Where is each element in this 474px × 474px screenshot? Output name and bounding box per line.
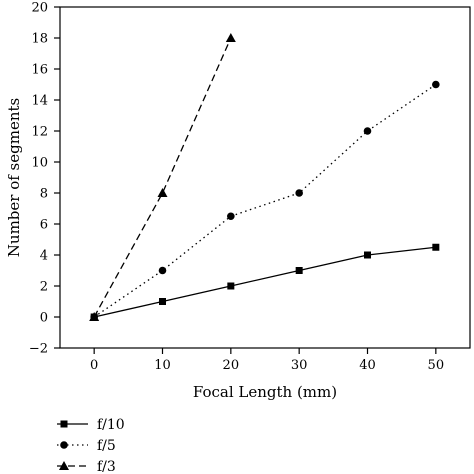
series-f-3 [89, 33, 236, 321]
data-point-f-10 [159, 298, 166, 305]
y-tick-label: 4 [40, 249, 48, 264]
data-point-f-3 [89, 312, 100, 321]
x-tick-label: 20 [223, 358, 240, 373]
series-line-f-10 [94, 246, 436, 318]
legend-item-f-10: f/10 [57, 417, 125, 433]
y-tick-label: −2 [29, 342, 48, 357]
legend-marker [60, 441, 68, 449]
legend-item-f-3: f/3 [57, 459, 116, 474]
series-line-f-5 [93, 83, 437, 318]
series-f-10 [90, 243, 440, 321]
legend-label: f/10 [97, 417, 125, 433]
legend-marker [59, 461, 69, 470]
y-tick-label: 14 [31, 94, 48, 109]
data-point-f-5 [363, 127, 372, 135]
data-point-f-3 [157, 188, 168, 197]
y-tick-label: 18 [31, 32, 48, 47]
series-line-f-3 [93, 37, 232, 318]
x-tick-label: 30 [291, 358, 308, 373]
data-point-f-10 [364, 251, 371, 259]
data-point-f-5 [158, 266, 167, 275]
data-point-f-5 [295, 189, 303, 197]
x-axis-title: Focal Length (mm) [193, 383, 337, 401]
y-tick-label: 20 [31, 1, 48, 16]
legend-item-f-5: f/5 [57, 438, 116, 454]
data-point-f-5 [432, 80, 440, 89]
data-point-f-3 [225, 33, 236, 42]
data-point-f-10 [227, 282, 235, 290]
y-tick-label: 8 [40, 187, 48, 202]
y-tick-label: 0 [40, 311, 48, 326]
legend-marker [60, 420, 68, 428]
data-point-f-10 [432, 243, 440, 251]
y-tick-label: 16 [31, 63, 48, 78]
y-tick-label: 6 [40, 218, 48, 233]
y-tick-label: 12 [31, 125, 48, 140]
series-layer [89, 33, 440, 321]
data-point-f-10 [295, 267, 303, 274]
legend-label: f/3 [97, 459, 116, 474]
x-tick-label: 0 [90, 358, 98, 373]
axes: 0 10 20 30 40 50 −2 0 2 4 6 8 10 12 14 16 18 20 [29, 1, 471, 373]
x-tick-label: 50 [428, 358, 445, 373]
plot-frame [59, 6, 471, 349]
x-tick-label: 40 [359, 358, 376, 373]
legend: f/10 f/5 f/3 [57, 417, 125, 474]
data-point-f-5 [227, 212, 235, 221]
x-tick-label: 10 [154, 358, 171, 373]
series-f-5 [90, 80, 440, 321]
y-axis-title: Number of segments [5, 98, 23, 257]
legend-label: f/5 [97, 438, 116, 454]
y-tick-label: 2 [40, 280, 48, 295]
y-tick-label: 10 [31, 156, 48, 171]
